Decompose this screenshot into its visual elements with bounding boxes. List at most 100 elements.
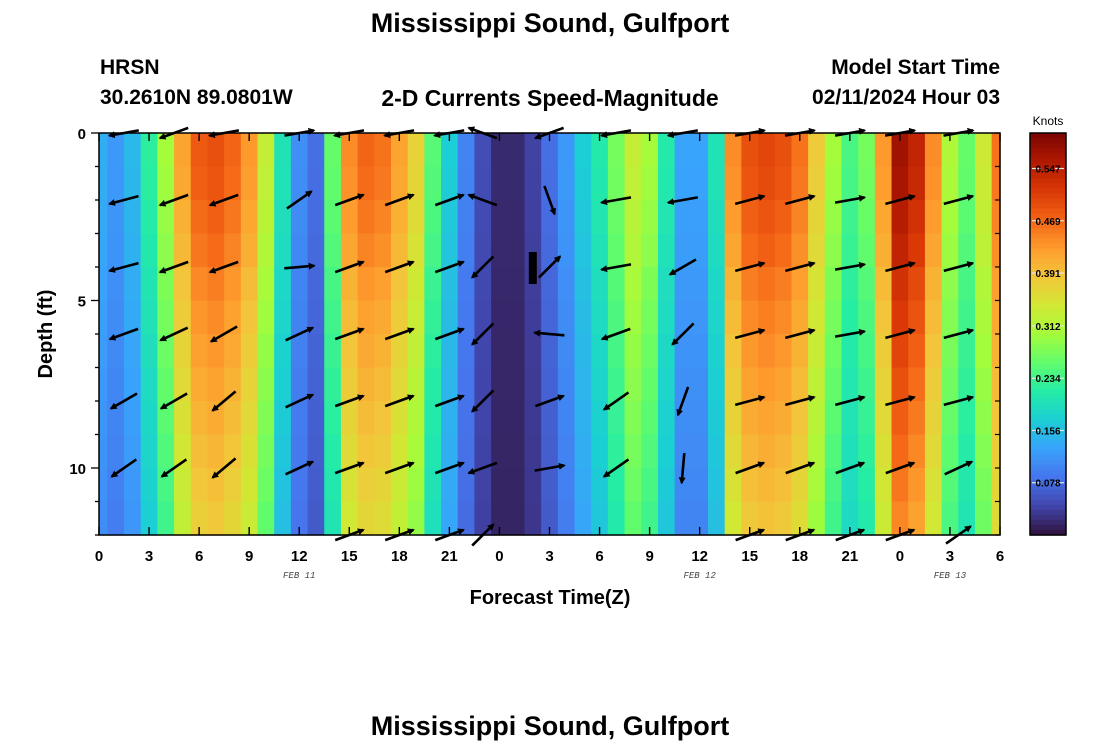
heatmap-cell <box>657 434 676 469</box>
current-arrow <box>885 261 916 273</box>
y-axis-title: Depth (ft) <box>35 290 57 379</box>
heatmap-cell <box>340 334 359 369</box>
heatmap-cell <box>574 233 592 268</box>
colorbar-segment <box>1030 429 1066 436</box>
heatmap-cell <box>107 233 125 268</box>
heatmap-cell <box>274 300 292 335</box>
current-arrow <box>885 395 916 407</box>
colorbar-segment <box>1030 529 1066 536</box>
heatmap-cell <box>99 300 108 335</box>
heatmap-cell <box>190 401 209 436</box>
heatmap-cell <box>574 367 592 402</box>
heatmap-cell <box>340 166 359 201</box>
heatmap-cell <box>324 468 342 503</box>
heatmap-cell <box>407 133 425 168</box>
heatmap-cell <box>257 434 275 469</box>
colorbar-segment <box>1030 163 1066 169</box>
heatmap-cell <box>958 334 976 369</box>
colorbar-segment <box>1030 183 1066 189</box>
heatmap-cell <box>557 501 576 536</box>
heatmap-cell <box>424 300 442 335</box>
heatmap-cell <box>708 468 726 503</box>
heatmap-cell <box>858 300 876 335</box>
heatmap-cell <box>708 233 726 268</box>
heatmap-cell <box>958 233 976 268</box>
current-arrow <box>600 196 632 206</box>
current-arrow <box>943 261 975 273</box>
heatmap-cell <box>924 501 943 536</box>
heatmap-cell <box>174 501 192 536</box>
heatmap-cell <box>758 367 776 402</box>
colorbar-segment <box>1030 339 1066 345</box>
heatmap-cell <box>874 334 893 369</box>
heatmap-cell <box>774 367 793 402</box>
heatmap-cell <box>99 468 108 503</box>
heatmap-cell <box>808 166 826 201</box>
heatmap-cell <box>858 468 876 503</box>
heatmap-cell <box>924 200 943 235</box>
current-arrow <box>285 326 315 342</box>
heatmap-cell <box>441 166 459 201</box>
colorbar-segment <box>1030 389 1066 395</box>
heatmap-cell <box>224 133 242 168</box>
heatmap-cell <box>174 468 192 503</box>
colorbar-segment <box>1030 218 1066 225</box>
colorbar-segment <box>1030 394 1066 400</box>
heatmap-cell <box>340 501 359 536</box>
heatmap-cell <box>240 133 259 168</box>
heatmap-cell <box>390 401 409 436</box>
colorbar-tick-label: 0.234 <box>1035 374 1060 385</box>
heatmap-cell <box>274 334 292 369</box>
heatmap-cell <box>858 501 876 536</box>
heatmap-cell <box>557 133 576 168</box>
heatmap-cell <box>157 267 175 302</box>
heatmap-cell <box>99 334 108 369</box>
heatmap-cell <box>257 367 275 402</box>
heatmap-cell <box>507 233 526 268</box>
heatmap-cell <box>357 166 375 201</box>
heatmap-cell <box>99 200 108 235</box>
heatmap-cell <box>290 367 309 402</box>
heatmap-cell <box>724 501 742 536</box>
heatmap-cell <box>791 133 809 168</box>
heatmap-cell <box>390 300 409 335</box>
heatmap-cell <box>591 133 609 168</box>
heatmap-cell <box>641 133 659 168</box>
heatmap-cell <box>107 166 125 201</box>
heatmap-cell <box>624 200 642 235</box>
current-arrow <box>734 261 766 273</box>
heatmap-cell <box>524 434 542 469</box>
heatmap-cell <box>774 133 793 168</box>
heatmap-cell <box>340 434 359 469</box>
heatmap-cell <box>858 166 876 201</box>
heatmap-cell <box>424 434 442 469</box>
colorbar-segment <box>1030 318 1066 325</box>
heatmap-cell <box>574 401 592 436</box>
current-arrow <box>108 261 139 273</box>
heatmap-cell <box>708 367 726 402</box>
colorbar-segment <box>1030 484 1066 491</box>
heatmap-cell <box>174 233 192 268</box>
heatmap-cell <box>791 367 809 402</box>
heatmap-cell <box>724 468 742 503</box>
heatmap-cell <box>407 267 425 302</box>
heatmap-cell <box>808 434 826 469</box>
heatmap-cell <box>908 233 926 268</box>
heatmap-cell <box>591 267 609 302</box>
heatmap-cell <box>190 334 209 369</box>
heatmap-cell <box>157 434 175 469</box>
heatmap-cell <box>791 401 809 436</box>
heatmap-cell <box>591 501 609 536</box>
heatmap-cell <box>491 233 509 268</box>
colorbar-segment <box>1030 379 1066 385</box>
current-arrow <box>384 260 415 274</box>
colorbar-segment <box>1030 439 1066 446</box>
heatmap-cell <box>190 434 209 469</box>
heatmap-cell <box>974 401 993 436</box>
heatmap-cell <box>207 233 225 268</box>
heatmap-cell <box>741 300 759 335</box>
heatmap-cell <box>474 166 492 201</box>
colorbar-segment <box>1030 138 1066 144</box>
heatmap-cell <box>874 501 893 536</box>
heatmap-cell <box>941 133 959 168</box>
